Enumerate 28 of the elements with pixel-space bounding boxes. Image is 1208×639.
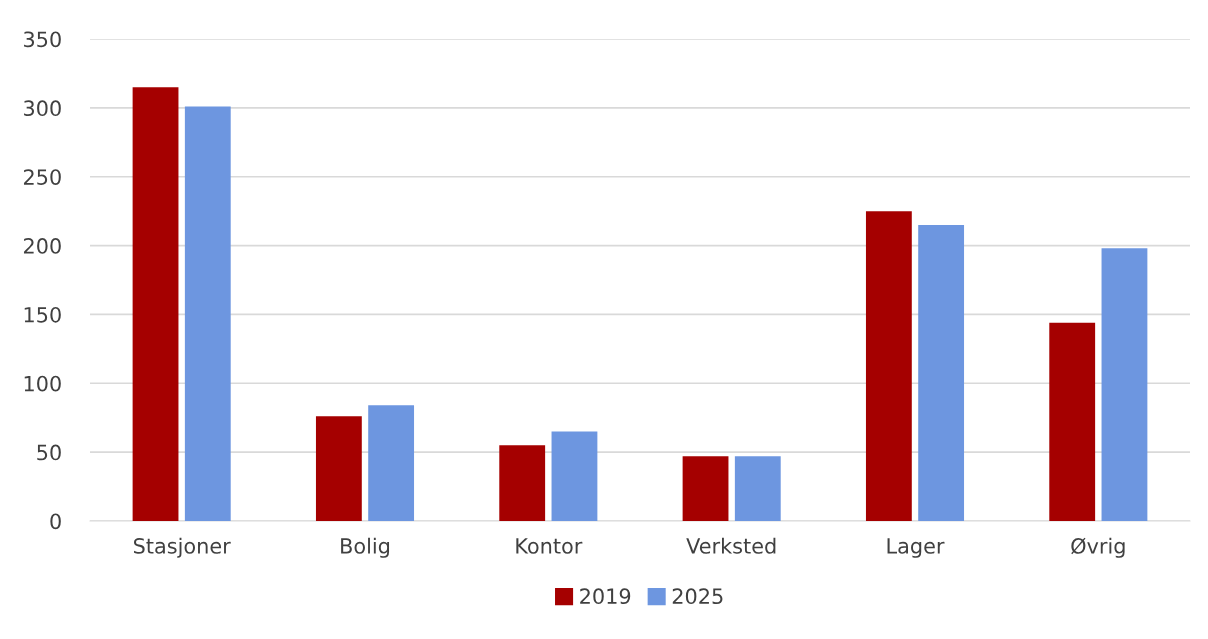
bar xyxy=(1049,322,1096,521)
x-tick-label: Bolig xyxy=(341,537,390,558)
bar xyxy=(682,456,729,521)
bar xyxy=(499,445,546,521)
y-tick-label: 150 xyxy=(24,306,61,323)
x-tick-label: Øvrig xyxy=(1071,537,1125,558)
y-tick-label: 350 xyxy=(24,31,61,48)
y-tick-label: 300 xyxy=(24,100,61,117)
bar xyxy=(315,416,362,521)
bar xyxy=(865,211,912,521)
x-tick-label: Stasjoner xyxy=(133,537,231,558)
bar xyxy=(184,106,231,521)
x-tick-label: Kontor xyxy=(516,538,583,554)
y-tick-label: 50 xyxy=(37,444,61,461)
bar xyxy=(734,456,781,521)
y-tick-label: 0 xyxy=(50,513,61,530)
bar xyxy=(918,224,965,521)
legend-label: 2019 xyxy=(580,588,631,605)
y-tick-label: 200 xyxy=(23,238,61,254)
legend-label: 2025 xyxy=(672,588,723,605)
bar xyxy=(132,87,179,521)
x-tick-label: Verksted xyxy=(686,537,776,554)
bar xyxy=(368,405,415,521)
bar xyxy=(1101,248,1148,521)
y-tick-label: 100 xyxy=(24,375,61,392)
y-tick-label: 250 xyxy=(23,169,61,185)
bar xyxy=(551,431,598,521)
x-tick-label: Lager xyxy=(887,538,945,558)
